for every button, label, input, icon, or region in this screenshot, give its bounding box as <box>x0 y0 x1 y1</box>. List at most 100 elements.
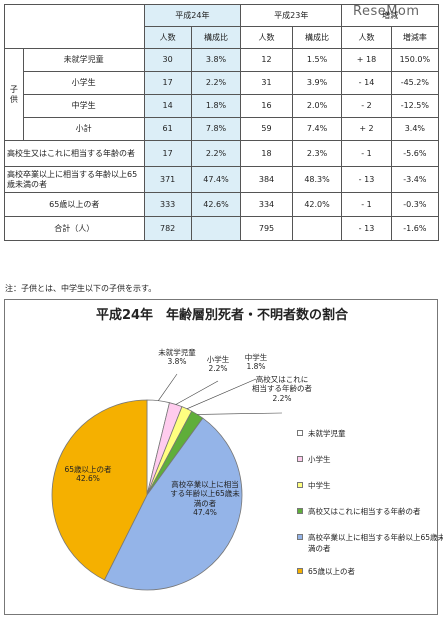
table-row: 65歳以上の者 333 42.6% 334 42.0% - 1 -0.3% <box>4 192 440 217</box>
legend-item: 未就学児童 <box>297 428 443 439</box>
table-cell: 18 <box>240 140 293 167</box>
table-cell: 2.2% <box>190 140 242 167</box>
table-cell: 31 <box>240 71 293 95</box>
table-row: 小学生 17 2.2% 31 3.9% - 14 -45.2% <box>5 71 440 95</box>
table-cell: 3.8% <box>190 48 242 72</box>
statistics-table: 平成24年 平成23年 増減 人数 構成比 人数 構成比 人数 増減率 子 供 … <box>4 4 440 241</box>
table-cell: 2.3% <box>291 140 343 167</box>
table-cell: 3.9% <box>291 71 343 95</box>
legend-item: 高校卒業以上に相当する年齢以上65歳未満の者 <box>297 532 443 554</box>
table-cell: 1.8% <box>190 94 242 118</box>
pie-data-label-line: 中学生 <box>244 353 268 362</box>
table-cell: 47.4% <box>190 166 242 193</box>
table-cell: -12.5% <box>390 94 440 118</box>
table-cell: 12 <box>240 48 293 72</box>
row-label: 65歳以上の者 <box>4 192 145 217</box>
table-cell: 3.4% <box>390 117 440 141</box>
table-cell: + 18 <box>341 48 392 72</box>
pie-data-label-line: 満の者 <box>193 498 217 508</box>
legend-swatch <box>297 508 303 514</box>
row-label: 小学生 <box>22 71 145 95</box>
table-cell: 42.0% <box>291 192 343 217</box>
pie-leader-line <box>186 378 257 410</box>
table-cell: 59 <box>240 117 293 141</box>
table-cell: 17 <box>143 140 192 167</box>
table-cell: 371 <box>143 166 192 193</box>
col-group-change: 増減 <box>341 4 439 27</box>
table-cell: 384 <box>240 166 293 193</box>
pie-data-label: 小学生 2.2% <box>168 355 268 374</box>
pie-leader-line <box>175 380 219 405</box>
table-cell: - 1 <box>341 192 392 217</box>
table-cell: 7.8% <box>190 117 242 141</box>
pie-chart <box>51 373 283 591</box>
table-cell: 334 <box>240 192 293 217</box>
pie-chart-panel: 平成24年 年齢層別死者・不明者数の割合 未就学児童 3.8% 小学生 2.2% 中学生… <box>4 299 443 615</box>
row-label: 合計（人） <box>4 216 145 241</box>
col-header: 構成比 <box>291 26 343 49</box>
legend-item: 高校又はこれに相当する年齢の者 <box>297 506 443 517</box>
table-row: 中学生 14 1.8% 16 2.0% - 2 -12.5% <box>5 94 440 118</box>
legend-label: 未就学児童 <box>308 429 346 438</box>
table-cell: 16 <box>240 94 293 118</box>
col-group-h23: 平成23年 <box>240 4 343 27</box>
table-cell: - 1 <box>341 140 392 167</box>
table-corner <box>4 4 145 49</box>
legend-swatch <box>297 482 303 488</box>
table-row: 高校生又はこれに相当する年齢の者 17 2.2% 18 2.3% - 1 -5.… <box>4 140 440 167</box>
row-label: 中学生 <box>22 94 145 118</box>
pie-data-label-line: 小学生 <box>206 355 230 364</box>
legend-label: 高校卒業以上に相当する年齢以上65歳未満の者 <box>308 533 443 553</box>
legend-label: 小学生 <box>308 455 331 464</box>
pie-data-label-line: 2.2% <box>208 364 228 374</box>
table-cell: 48.3% <box>291 166 343 193</box>
row-label: 高校生又はこれに相当する年齢の者 <box>4 140 145 167</box>
table-cell: -1.6% <box>390 216 440 241</box>
row-label: 高校卒業以上に相当する年齢以上65歳未満の者 <box>4 166 145 193</box>
pie-slice <box>103 417 243 591</box>
pie-leader-line <box>158 373 178 401</box>
legend-swatch <box>297 430 303 436</box>
table-row: 子 供 未就学児童 30 3.8% 12 1.5% + 18 150.0% <box>4 48 440 141</box>
legend-label: 高校又はこれに相当する年齢の者 <box>308 507 421 516</box>
table-cell: 14 <box>143 94 192 118</box>
pie-data-label: 65歳以上の者 42.6% <box>38 465 138 484</box>
table-total-row: 合計（人） 782 795 - 13 -1.6% <box>4 216 440 241</box>
row-label: 未就学児童 <box>22 48 145 72</box>
pie-leader-line <box>197 412 283 415</box>
table-cell <box>190 216 242 241</box>
table-cell: 782 <box>143 216 192 241</box>
table-cell: 150.0% <box>390 48 440 72</box>
legend-swatch <box>297 568 303 574</box>
group-label-text: 子 供 <box>9 85 18 104</box>
legend-label: 中学生 <box>308 481 331 490</box>
table-row: 小計 61 7.8% 59 7.4% + 2 3.4% <box>5 117 440 141</box>
table-cell: 42.6% <box>190 192 242 217</box>
pie-data-label-line: 47.4% <box>193 508 217 518</box>
legend-item: 中学生 <box>297 480 443 491</box>
table-cell: + 2 <box>341 117 392 141</box>
table-cell: 7.4% <box>291 117 343 141</box>
legend-item: 65歳以上の者 <box>297 566 443 577</box>
col-header: 増減率 <box>390 26 440 49</box>
table-cell: -0.3% <box>390 192 440 217</box>
pie-data-label-line: 相当する年齢の者 <box>252 384 312 394</box>
pie-data-label: 高校卒業以上に相当 する年齢以上65歳未 満の者 47.4% <box>155 480 255 518</box>
col-header: 人数 <box>341 26 392 49</box>
legend-label: 65歳以上の者 <box>308 567 356 576</box>
pie-data-label-line: する年齢以上65歳未 <box>170 489 240 499</box>
table-row: 高校卒業以上に相当する年齢以上65歳未満の者 371 47.4% 384 48.… <box>4 166 440 193</box>
pie-data-label-line: 1.8% <box>246 362 266 372</box>
pie-data-label-line: 65歳以上の者 <box>64 465 112 474</box>
table-cell: -5.6% <box>390 140 440 167</box>
col-header: 構成比 <box>190 26 242 49</box>
chart-title: 平成24年 年齢層別死者・不明者数の割合 <box>95 308 349 323</box>
table-cell: - 13 <box>341 216 392 241</box>
table-cell: 2.2% <box>190 71 242 95</box>
table-note: 注：子供とは、中学生以下の子供を示す。 <box>5 284 157 293</box>
table-cell: 61 <box>143 117 192 141</box>
table-cell: -3.4% <box>390 166 440 193</box>
pie-data-label-line: 42.6% <box>76 474 100 484</box>
table-cell: -45.2% <box>390 71 440 95</box>
table-cell: 333 <box>143 192 192 217</box>
